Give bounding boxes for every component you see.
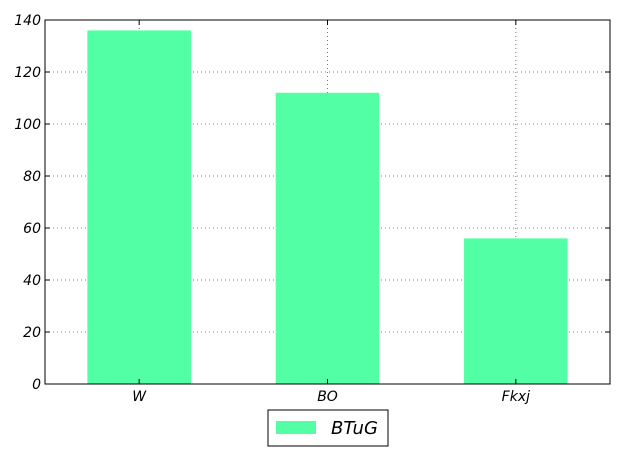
y-tick-label: 140 [14, 13, 41, 29]
y-axis: 0 20 40 60 80 100 120 140 [14, 13, 610, 393]
x-axis: W BO Fkxj [132, 20, 530, 405]
bars [87, 30, 568, 385]
y-tick-label: 120 [14, 65, 41, 81]
bar-w [87, 30, 191, 385]
legend-label: BTuG [331, 418, 378, 439]
x-tick-label: Fkxj [502, 389, 530, 405]
y-tick-label: 40 [23, 273, 41, 289]
x-tick-label: BO [317, 389, 338, 405]
bar-bo [275, 92, 380, 385]
y-tick-label: 20 [23, 325, 41, 341]
y-tick-label: 80 [23, 169, 41, 185]
legend: BTuG [267, 409, 389, 447]
bar-fkxj [464, 238, 568, 384]
legend-swatch [276, 421, 316, 434]
y-tick-label: 100 [14, 117, 41, 133]
y-tick-label: 0 [32, 377, 41, 393]
y-tick-label: 60 [23, 221, 41, 237]
x-tick-label: W [132, 389, 147, 405]
